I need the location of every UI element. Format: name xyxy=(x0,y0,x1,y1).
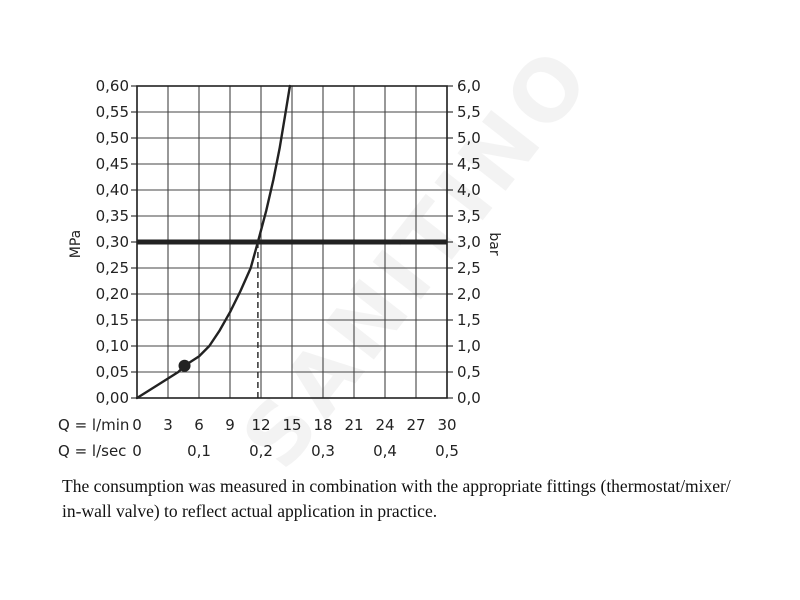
y-axis-left-label: MPa xyxy=(68,230,84,258)
x-lmin-tick-label: 3 xyxy=(163,416,173,434)
watermark: SANITINO xyxy=(223,28,611,470)
x-lmin-tick-label: 15 xyxy=(282,416,301,434)
y-axis-left-ticks: 0,00 0,05 0,10 0,15 0,20 0,25 0,30 0,35 0,40 0,45… xyxy=(96,77,137,407)
operating-point-marker xyxy=(178,359,191,372)
x-lsec-tick-label: 0,2 xyxy=(249,442,273,460)
y-right-tick-label: 0,5 xyxy=(457,363,481,381)
y-right-tick-label: 1,5 xyxy=(457,311,481,329)
footnote: The consumption was measured in combinat… xyxy=(62,474,782,524)
y-left-tick-label: 0,00 xyxy=(96,389,129,407)
x-lsec-tick-label: 0,4 xyxy=(373,442,397,460)
footnote-line-2: in-wall valve) to reflect actual applica… xyxy=(62,501,438,521)
y-right-tick-label: 4,5 xyxy=(457,155,481,173)
y-left-tick-label: 0,40 xyxy=(96,181,129,199)
y-right-tick-label: 3,0 xyxy=(457,233,481,251)
pressure-flow-chart: SANITINO 0,000,050,100,150,200,250,300,3… xyxy=(58,28,611,470)
y-right-tick-label: 4,0 xyxy=(457,181,481,199)
y-axis-right-ticks: 0,0 0,5 1,0 1,5 2,0 2,5 3,0 3,5 4,0 4,5 5,0 5,5 6,0 xyxy=(447,77,481,407)
x-lmin-tick-label: 0 xyxy=(132,416,142,434)
x-lsec-tick-label: 0,3 xyxy=(311,442,335,460)
x-axis-lsec-label: Q = l/sec xyxy=(58,442,126,460)
y-left-tick-label: 0,55 xyxy=(96,103,129,121)
x-axis-lsec-ticks: 0 0,1 0,2 0,3 0,4 0,5 xyxy=(132,442,459,460)
x-lsec-tick-label: 0,1 xyxy=(187,442,211,460)
x-lmin-tick-label: 27 xyxy=(406,416,425,434)
x-axis-lmin-label: Q = l/min xyxy=(58,416,129,434)
y-left-tick-label: 0,50 xyxy=(96,129,129,147)
marker-dot xyxy=(178,359,191,372)
x-lmin-tick-label: 24 xyxy=(375,416,394,434)
x-lmin-tick-label: 21 xyxy=(344,416,363,434)
y-right-tick-label: 6,0 xyxy=(457,77,481,95)
y-left-tick-label: 0,10 xyxy=(96,337,129,355)
x-lmin-tick-label: 12 xyxy=(251,416,270,434)
y-left-tick-label: 0,05 xyxy=(96,363,129,381)
y-left-tick-label: 0,30 xyxy=(96,233,129,251)
y-right-tick-label: 0,0 xyxy=(457,389,481,407)
x-lsec-tick-label: 0 xyxy=(132,442,142,460)
y-left-tick-label: 0,25 xyxy=(96,259,129,277)
y-left-tick-label: 0,15 xyxy=(96,311,129,329)
y-right-tick-label: 2,5 xyxy=(457,259,481,277)
footnote-line-1: The consumption was measured in combinat… xyxy=(62,476,731,496)
y-right-tick-label: 3,5 xyxy=(457,207,481,225)
x-axis-lmin-ticks: 0 3 6 9 12 15 18 21 24 27 30 xyxy=(132,416,456,434)
x-lsec-tick-label: 0,5 xyxy=(435,442,459,460)
y-right-tick-label: 5,5 xyxy=(457,103,481,121)
x-lmin-tick-label: 6 xyxy=(194,416,204,434)
y-left-tick-label: 0,20 xyxy=(96,285,129,303)
x-lmin-tick-label: 30 xyxy=(437,416,456,434)
y-right-tick-label: 1,0 xyxy=(457,337,481,355)
y-left-tick-label: 0,45 xyxy=(96,155,129,173)
y-axis-right-label: bar xyxy=(486,232,502,255)
x-lmin-tick-label: 9 xyxy=(225,416,235,434)
y-left-tick-label: 0,35 xyxy=(96,207,129,225)
y-right-tick-label: 2,0 xyxy=(457,285,481,303)
y-right-tick-label: 5,0 xyxy=(457,129,481,147)
x-lmin-tick-label: 18 xyxy=(313,416,332,434)
y-left-tick-label: 0,60 xyxy=(96,77,129,95)
